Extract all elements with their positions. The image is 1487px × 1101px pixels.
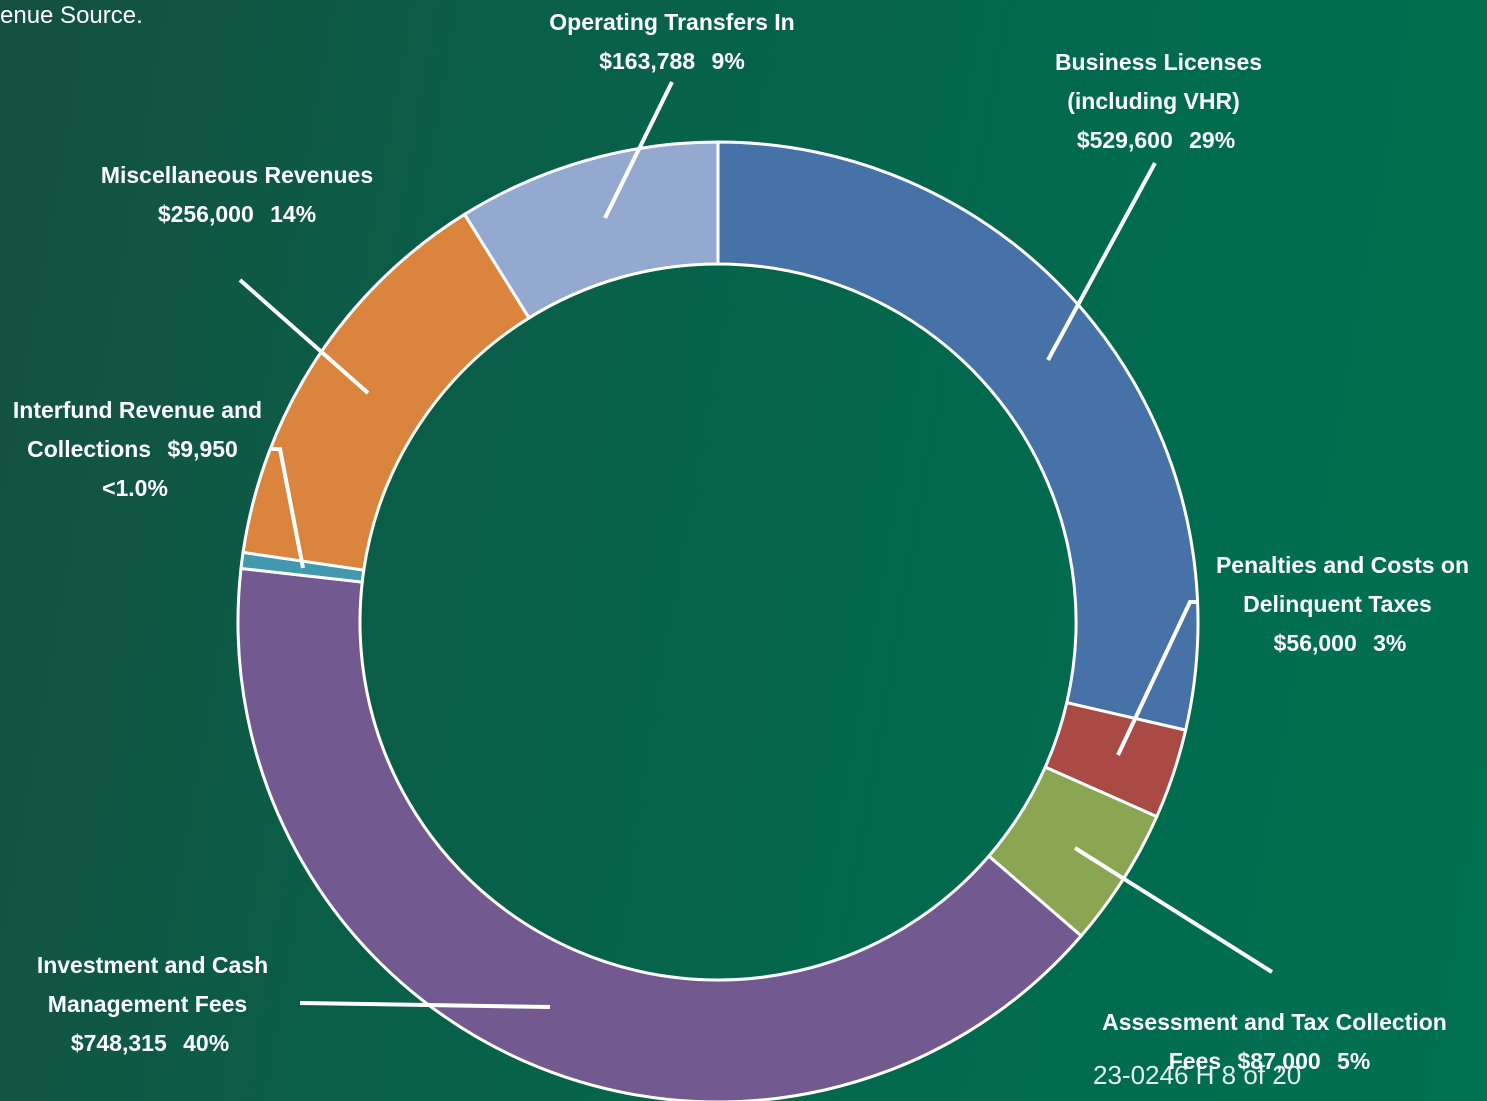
slice <box>241 212 532 572</box>
leader-line <box>299 1001 551 1009</box>
slice-label: Operating Transfers In $163,788 9% <box>522 3 822 81</box>
slice-label: Business Licenses (including VHR) $529,6… <box>1026 43 1286 160</box>
category-name: Penalties and Costs on Delinquent Taxes <box>1215 552 1470 617</box>
leader-line <box>238 278 370 395</box>
slice-label: Investment and Cash Management Fees $748… <box>0 946 300 1063</box>
header-text: enue Source. <box>0 2 143 29</box>
category-name: Assessment and Tax Collection Fees <box>1102 1009 1447 1074</box>
value-label: $9,950 <box>167 436 238 462</box>
share-label: 40% <box>183 1030 230 1056</box>
value-label: $163,788 <box>599 48 696 74</box>
share-label: <1.0% <box>102 475 168 501</box>
slice <box>462 140 720 321</box>
share-label: 29% <box>1189 127 1236 153</box>
slice <box>716 140 1200 732</box>
category-name: Operating Transfers In <box>549 9 795 35</box>
share-label: 14% <box>270 201 317 227</box>
category-name: Business Licenses (including VHR) <box>1054 49 1263 114</box>
category-name: Miscellaneous Revenues <box>100 162 374 188</box>
value-label: $87,000 <box>1237 1048 1321 1074</box>
value-label: $748,315 <box>70 1030 167 1056</box>
slice-label: Miscellaneous Revenues $256,000 14% <box>87 156 387 234</box>
leader-line <box>603 81 674 219</box>
share-label: 3% <box>1373 630 1407 656</box>
slice-label: Assessment and Tax Collection Fees $87,0… <box>1082 1003 1462 1081</box>
leader-line <box>270 447 305 569</box>
category-name: Interfund Revenue and Collections <box>12 397 263 462</box>
leader-line <box>1046 162 1157 361</box>
leader-line <box>1116 600 1197 756</box>
slice <box>236 566 1084 1101</box>
slice-label: Interfund Revenue and Collections $9,950… <box>0 391 270 508</box>
slice-label: Penalties and Costs on Delinquent Taxes … <box>1205 546 1475 663</box>
value-label: $256,000 <box>157 201 254 227</box>
value-label: $529,600 <box>1076 127 1173 153</box>
leader-line <box>1073 846 1274 974</box>
footer-text: 23-0246 H 8 of 20 <box>1093 1060 1302 1090</box>
category-name: Investment and Cash Management Fees <box>36 952 269 1017</box>
value-label: $56,000 <box>1273 630 1357 656</box>
share-label: 9% <box>711 48 745 74</box>
share-label: 5% <box>1337 1048 1371 1074</box>
